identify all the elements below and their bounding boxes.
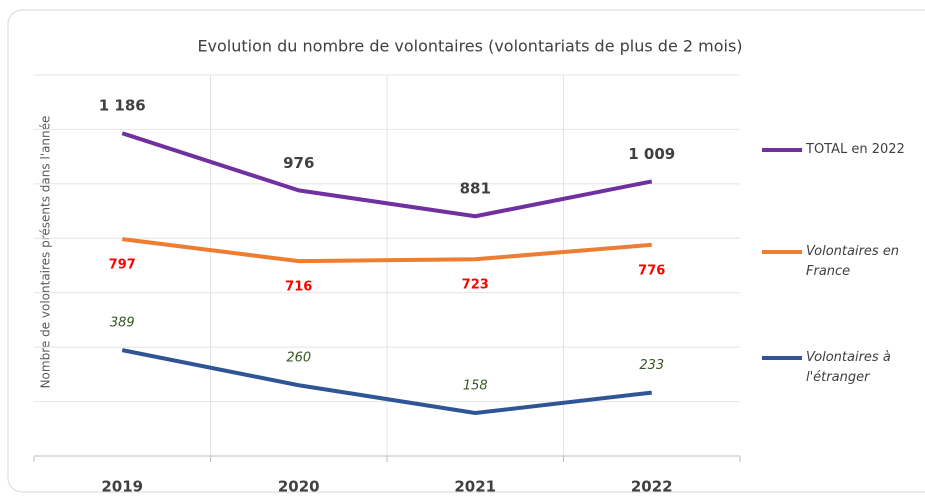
x-tick-label: 2019	[101, 478, 143, 496]
data-label: 1 009	[628, 145, 675, 163]
data-label: 716	[285, 280, 312, 295]
data-label: 976	[283, 154, 314, 172]
data-label: 389	[110, 316, 135, 331]
data-label: 776	[638, 263, 665, 278]
data-label: 881	[460, 180, 491, 198]
series-line	[121, 131, 653, 219]
legend-label: Volontaires en France	[806, 244, 900, 279]
series-line	[121, 348, 652, 416]
data-label: 723	[462, 278, 489, 293]
data-label: 158	[463, 379, 488, 394]
legend-label: Volontaires à l'étranger	[806, 350, 891, 385]
chart-title: Evolution du nombre de volontaires (volo…	[197, 37, 742, 56]
series-line	[122, 237, 652, 264]
x-tick-label: 2021	[454, 478, 496, 496]
x-tick-label: 2022	[631, 478, 673, 496]
data-label: 797	[109, 258, 136, 273]
data-label: 260	[286, 351, 311, 366]
x-tick-label: 2020	[278, 478, 320, 496]
data-label: 1 186	[99, 97, 146, 115]
legend-label: TOTAL en 2022	[806, 142, 905, 157]
data-label: 233	[639, 358, 664, 373]
